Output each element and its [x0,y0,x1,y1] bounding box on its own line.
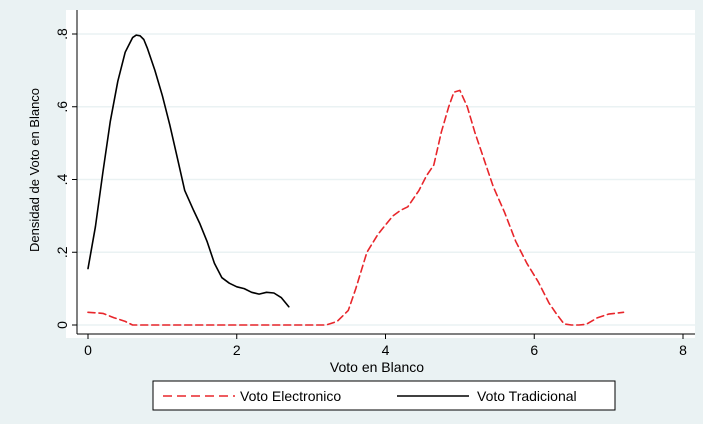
legend-label-voto-electronico: Voto Electronico [240,388,341,404]
legend-box [152,380,616,411]
legend: Voto Electronico Voto Tradicional [152,380,616,411]
series-lines [87,34,625,326]
x-tick-label-2: 4 [382,342,390,358]
x-tick-label-4: 8 [679,342,687,358]
x-tick-label-3: 6 [530,342,538,358]
y-tick-label-1: .2 [54,246,70,258]
y-tick-label-4: .8 [54,28,70,40]
ticks: 0 2 4 6 8 0 .2 .4 .6 .8 [54,28,687,358]
legend-label-voto-tradicional: Voto Tradicional [477,388,577,404]
series-line-voto-tradicional [87,34,290,308]
y-tick-label-0: 0 [54,321,70,329]
series-line-voto-electronico [87,89,625,326]
plot-background [66,10,695,338]
y-axis-label: Densidad de Voto en Blanco [27,88,42,252]
y-tick-label-2: .4 [54,173,70,185]
x-axis-label: Voto en Blanco [330,359,424,375]
y-tick-label-3: .6 [54,101,70,113]
x-tick-label-0: 0 [84,342,92,358]
x-tick-label-1: 2 [233,342,241,358]
